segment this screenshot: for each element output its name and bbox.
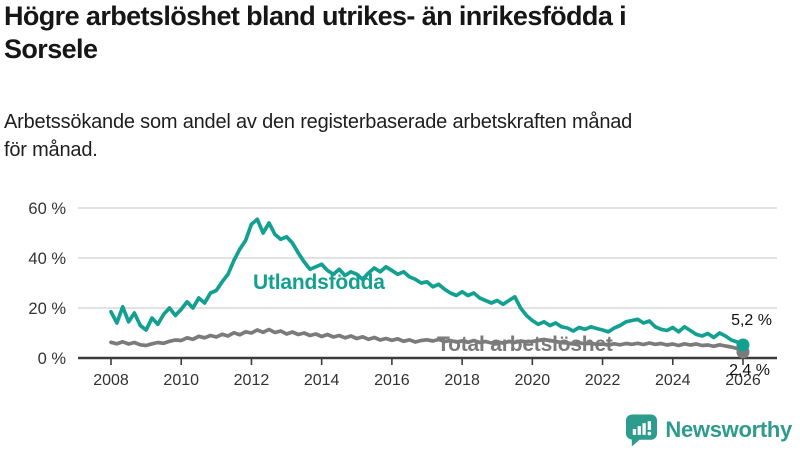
end-dot-utlandsf-dda (736, 338, 750, 352)
x-axis-label-2016: 2016 (374, 372, 410, 389)
newsworthy-bubble-chart-icon (625, 413, 658, 447)
x-axis-label-2008: 2008 (93, 372, 129, 389)
x-axis-label-2022: 2022 (585, 372, 621, 389)
x-axis-label-2020: 2020 (515, 372, 551, 389)
series-label-utlandsfodda: Utlandsfödda (253, 271, 385, 294)
chart-title: Högre arbetslöshet bland utrikes- än inr… (4, 1, 627, 65)
y-axis-label-40: 40 % (28, 250, 66, 268)
y-axis-label-20: 20 % (28, 300, 66, 318)
y-axis-label-0: 0 % (38, 350, 67, 368)
series-line-utlandsf-dda (109, 217, 745, 347)
x-axis-label-2014: 2014 (304, 372, 340, 389)
series-label-total-arbetsloshet: Total arbetslöshet (437, 333, 613, 356)
x-axis-label-2018: 2018 (444, 372, 480, 389)
newsworthy-logo[interactable]: Newsworthy (625, 413, 792, 447)
x-axis-label-2024: 2024 (655, 372, 691, 389)
x-axis-label-2010: 2010 (163, 372, 199, 389)
series-line-total-arbetsl-shet (109, 327, 745, 354)
end-value-label-utlandsfodda: 5,2 % (731, 312, 772, 329)
chart-subtitle: Arbetssökande som andel av den registerb… (4, 111, 633, 162)
y-axis-label-60: 60 % (28, 200, 66, 218)
x-axis-label-2026: 2026 (725, 372, 761, 389)
end-value-label-total: 2,4 % (729, 362, 770, 379)
x-axis-label-2012: 2012 (234, 372, 270, 389)
newsworthy-logo-text: Newsworthy (665, 417, 792, 442)
